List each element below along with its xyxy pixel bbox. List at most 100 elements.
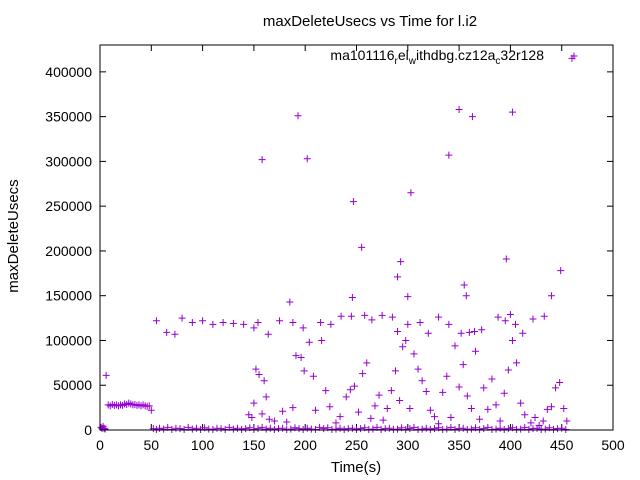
chart-title: maxDeleteUsecs vs Time for l.i2 [263, 13, 477, 30]
data-point [385, 424, 393, 432]
data-point [519, 329, 527, 337]
data-point [217, 425, 225, 433]
data-point [521, 411, 529, 419]
y-tick-label: 350000 [45, 109, 92, 125]
legend-part-5: ithdbg.cz12a [416, 47, 496, 63]
data-point [388, 313, 396, 321]
data-point [396, 396, 404, 404]
y-tick-label: 400000 [45, 64, 92, 80]
data-point [192, 424, 200, 432]
data-point [563, 417, 571, 425]
data-point [501, 317, 509, 325]
data-point [445, 320, 453, 328]
data-point [383, 405, 391, 413]
data-point [303, 424, 311, 432]
data-point [309, 372, 317, 380]
data-point [100, 424, 108, 432]
data-point [556, 379, 564, 387]
legend-marker [570, 52, 578, 60]
y-tick-label: 50000 [53, 377, 92, 393]
data-point [508, 336, 516, 344]
y-tick-label: 250000 [45, 198, 92, 214]
data-point [543, 405, 551, 413]
data-point [394, 273, 402, 281]
data-point [305, 338, 313, 346]
data-point [250, 399, 258, 407]
data-point [101, 425, 109, 433]
data-point [346, 386, 354, 394]
data-point [476, 415, 484, 423]
data-point [279, 424, 287, 432]
data-point [399, 343, 407, 351]
legend-part-2: r [395, 56, 399, 67]
data-point [447, 413, 455, 421]
data-point [468, 113, 476, 121]
x-tick-label: 450 [550, 437, 574, 453]
data-point [317, 319, 325, 327]
data-point [289, 404, 297, 412]
y-tick-label: 100000 [45, 332, 92, 348]
data-point [467, 405, 475, 413]
data-point [496, 424, 504, 432]
data-point [492, 425, 500, 433]
legend-label: ma101116relwithdbg.cz12ac32r128 [330, 47, 544, 67]
data-point [394, 328, 402, 336]
data-point [541, 425, 549, 433]
data-point [363, 359, 371, 367]
data-point [531, 413, 539, 421]
data-point [480, 425, 488, 433]
data-point [394, 425, 402, 433]
data-point [465, 328, 473, 336]
data-point [188, 425, 196, 433]
data-point [558, 424, 566, 432]
data-point [149, 425, 157, 433]
y-tick-label: 300000 [45, 153, 92, 169]
data-point [391, 367, 399, 375]
data-point [254, 425, 262, 433]
x-tick-label: 150 [242, 437, 266, 453]
data-point [270, 417, 278, 425]
data-point [416, 319, 424, 327]
data-point [254, 319, 262, 327]
x-tick-label: 300 [396, 437, 420, 453]
data-point [102, 371, 110, 379]
data-point [430, 425, 438, 433]
data-point [332, 425, 340, 433]
plot-area-border [99, 44, 614, 431]
y-tick-label: 0 [84, 422, 92, 438]
data-point [506, 311, 514, 318]
data-point [292, 352, 300, 360]
data-point [258, 156, 266, 164]
data-point [209, 320, 217, 328]
data-point [311, 406, 319, 414]
data-point [517, 425, 525, 433]
data-point [418, 377, 426, 385]
data-point [500, 389, 508, 397]
legend-part-7: 32r128 [500, 47, 544, 63]
data-point [258, 410, 266, 418]
x-tick-label: 350 [447, 437, 471, 453]
data-point [242, 425, 250, 433]
data-point [359, 370, 367, 378]
data-point [147, 406, 155, 414]
data-point [547, 292, 555, 300]
data-point [480, 384, 488, 392]
data-point [355, 408, 363, 416]
data-point [470, 328, 478, 336]
data-point [287, 425, 295, 433]
data-point [375, 391, 383, 399]
legend-part-4: w [408, 56, 417, 67]
data-point [294, 112, 302, 120]
data-point [358, 243, 366, 251]
data-point [443, 425, 451, 433]
y-tick-label: 200000 [45, 243, 92, 259]
data-point [248, 413, 256, 421]
data-point [424, 329, 432, 337]
x-tick-label: 100 [191, 437, 215, 453]
x-tick-label: 50 [144, 437, 160, 453]
data-point [502, 255, 510, 263]
data-point [348, 424, 356, 432]
data-point [459, 361, 467, 369]
